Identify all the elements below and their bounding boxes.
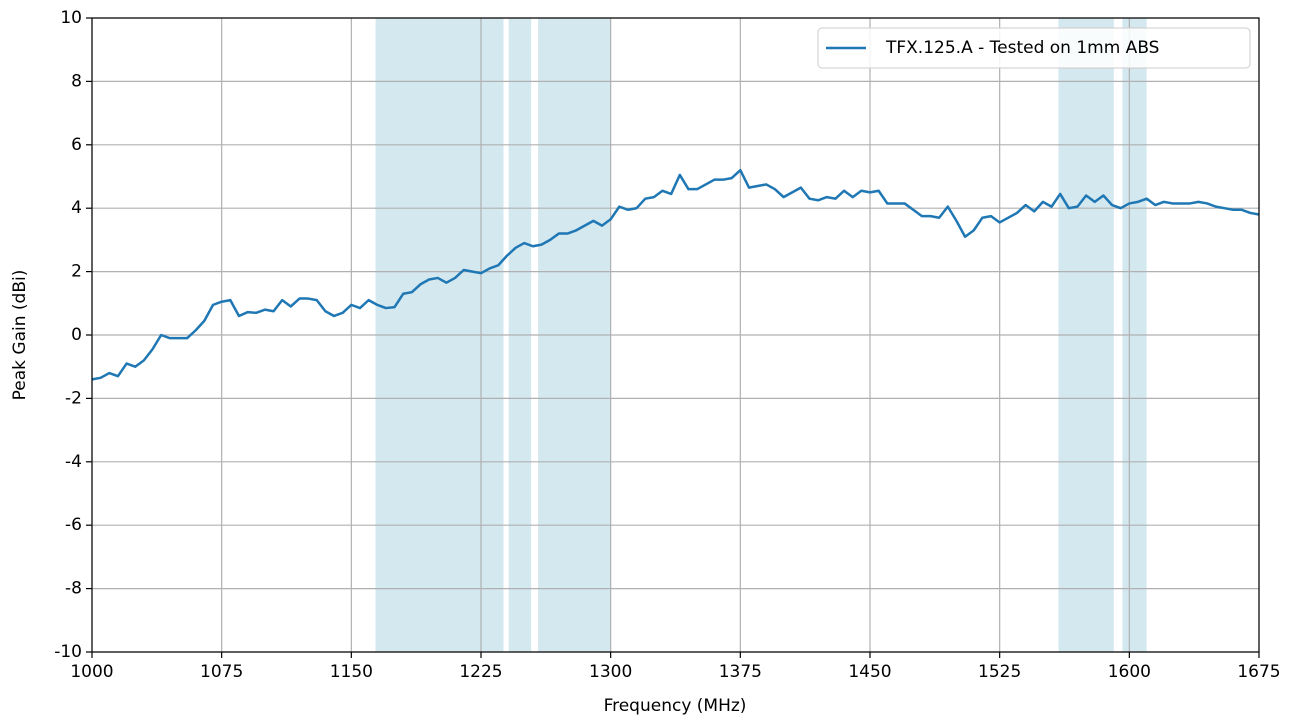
- y-tick-label: 4: [71, 198, 82, 218]
- y-tick-label: -6: [65, 515, 82, 535]
- x-tick-label: 1075: [200, 662, 243, 682]
- y-tick-label: -4: [65, 452, 82, 472]
- legend-box: [817, 27, 1251, 69]
- x-tick-label: 1300: [589, 662, 632, 682]
- y-tick-label: -8: [65, 579, 82, 599]
- y-tick-label: 10: [60, 8, 82, 28]
- y-tick-label: -10: [54, 642, 82, 662]
- y-tick-label: 2: [71, 262, 82, 282]
- data-line: [91, 168, 1260, 381]
- plot-frame: [91, 17, 1260, 653]
- x-tick-label: 1150: [330, 662, 373, 682]
- x-tick-label: 1600: [1108, 662, 1151, 682]
- x-tick-label: 1450: [848, 662, 891, 682]
- x-tick-label: 1225: [459, 662, 502, 682]
- y-tick-label: 6: [71, 135, 82, 155]
- x-tick-label: 1375: [719, 662, 762, 682]
- x-tick-label: 1525: [978, 662, 1021, 682]
- y-axis-label: Peak Gain (dBi): [10, 270, 30, 401]
- y-tick-label: -2: [65, 388, 82, 408]
- x-axis-label: Frequency (MHz): [604, 696, 747, 716]
- y-tick-label: 8: [71, 71, 82, 91]
- legend-label: TFX.125.A - Tested on 1mm ABS: [885, 38, 1159, 58]
- x-tick-label: 1000: [70, 662, 113, 682]
- x-tick-label: 1675: [1237, 662, 1280, 682]
- y-tick-label: 0: [71, 325, 82, 345]
